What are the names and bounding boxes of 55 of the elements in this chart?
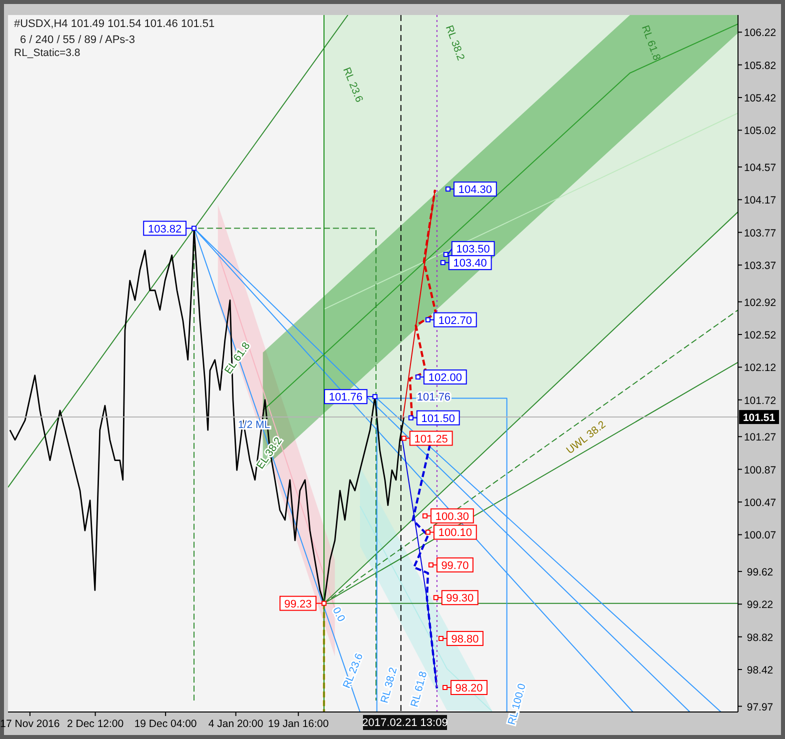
data-label: 99.23 bbox=[284, 598, 312, 610]
x-tick-label: 19 Jan 16:00 bbox=[268, 718, 329, 730]
text: 6 / 240 / 55 / 89 / APs-3 bbox=[20, 34, 135, 46]
y-tick-label: 102.12 bbox=[744, 362, 776, 374]
data-label: 102.00 bbox=[428, 372, 462, 384]
data-label: 98.20 bbox=[455, 682, 483, 694]
y-tick-label: 106.22 bbox=[744, 27, 776, 40]
chart-title: #USDX,H4 101.49 101.54 101.46 101.51 bbox=[14, 18, 215, 30]
x-tick-label: 19 Dec 04:00 bbox=[134, 718, 197, 730]
annotation: RL 23.6 bbox=[340, 652, 366, 690]
y-tick-label: 100.07 bbox=[744, 530, 776, 542]
y-tick-label: 100.47 bbox=[744, 497, 776, 509]
data-label: 98.80 bbox=[451, 633, 479, 646]
annotation: 0.0 bbox=[330, 605, 348, 624]
data-label: 100.10 bbox=[438, 527, 472, 540]
annotation: RL 38.2 bbox=[442, 24, 467, 62]
data-label: 99.70 bbox=[441, 560, 469, 572]
x-tick-label: 2 Dec 12:00 bbox=[66, 718, 124, 730]
data-label: 104.30 bbox=[458, 184, 492, 196]
annotation: RL 61.8 bbox=[638, 24, 663, 62]
data-label: 101.76 bbox=[328, 392, 363, 404]
data-label: 101.50 bbox=[421, 412, 455, 425]
x-tick-label: 17 Nov 2016 bbox=[0, 718, 60, 730]
y-tick-label: 101.27 bbox=[744, 432, 776, 444]
y-tick-label: 99.62 bbox=[746, 566, 774, 578]
y-tick-label: 98.42 bbox=[746, 664, 774, 677]
ref-line-label: 101.51 bbox=[742, 412, 776, 424]
y-tick-label: 104.17 bbox=[744, 194, 776, 207]
annotation: UWL 38.2 bbox=[564, 418, 608, 457]
y-tick-label: 101.72 bbox=[744, 394, 776, 407]
annotation: RL 38.2 bbox=[378, 666, 400, 704]
y-tick-label: 103.37 bbox=[744, 260, 776, 272]
x-tick-label: 4 Jan 20:00 bbox=[208, 718, 264, 730]
data-label: 103.82 bbox=[148, 223, 182, 236]
annotation: RL_Static=3.8 bbox=[14, 47, 80, 59]
y-tick-label: 105.02 bbox=[744, 125, 776, 138]
y-tick-label: 97.97 bbox=[746, 701, 774, 714]
data-label: 103.40 bbox=[453, 258, 487, 270]
data-label: 103.50 bbox=[456, 244, 490, 256]
y-tick-label: 102.52 bbox=[744, 329, 776, 342]
data-label: 102.70 bbox=[438, 314, 472, 327]
data-label: 100.30 bbox=[435, 510, 470, 523]
data-label: 99.30 bbox=[446, 592, 474, 605]
y-tick-label: 104.57 bbox=[744, 162, 776, 174]
data-label: 101.25 bbox=[414, 433, 448, 446]
y-tick-label: 98.82 bbox=[746, 632, 774, 644]
y-tick-label: 100.87 bbox=[744, 464, 776, 476]
y-tick-label: 105.82 bbox=[744, 60, 776, 72]
annotation: RL 61.8 bbox=[408, 670, 430, 708]
annotation: RL 23.6 bbox=[340, 66, 366, 104]
y-tick-label: 103.77 bbox=[744, 227, 776, 240]
annotation: RL 100.0 bbox=[506, 682, 528, 726]
y-tick-label: 102.92 bbox=[744, 296, 776, 309]
y-tick-label: 99.22 bbox=[746, 599, 774, 612]
y-tick-label: 105.42 bbox=[744, 92, 776, 105]
